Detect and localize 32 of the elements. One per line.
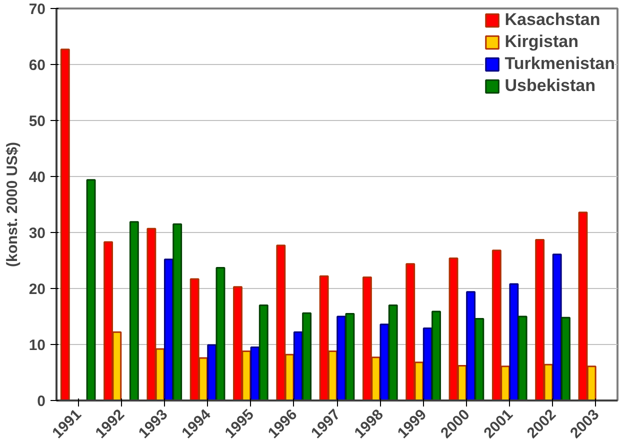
bar <box>129 221 139 400</box>
bar <box>258 304 268 400</box>
bar <box>552 254 562 400</box>
y-tick-label: 40 <box>28 169 46 186</box>
bar <box>388 304 398 400</box>
bar <box>380 324 390 400</box>
y-tick-label: 50 <box>28 113 46 130</box>
legend-label: Usbekistan <box>504 76 596 96</box>
bar <box>518 316 528 400</box>
legend-label: Turkmenistan <box>504 54 615 74</box>
bar <box>172 223 182 400</box>
y-tick-label: 60 <box>28 57 46 74</box>
bar <box>560 316 570 400</box>
bar <box>474 318 484 400</box>
y-tick-label: 0 <box>37 393 46 410</box>
bar <box>432 310 441 400</box>
bar <box>207 344 217 400</box>
bar <box>302 312 312 400</box>
legend-label: Kirgistan <box>504 32 578 52</box>
y-tick-label: 30 <box>28 225 46 242</box>
bar <box>164 258 174 400</box>
legend-label: Kasachstan <box>504 10 600 30</box>
bar <box>60 48 70 400</box>
y-axis-title: (konst. 2000 US$) <box>4 142 21 268</box>
y-tick-label: 70 <box>28 1 46 18</box>
bar <box>86 179 96 400</box>
y-tick-label: 20 <box>28 281 46 298</box>
y-tick-label: 10 <box>28 337 46 354</box>
bar <box>345 312 355 400</box>
bar <box>466 291 476 400</box>
bar <box>216 267 226 400</box>
bar <box>509 283 519 400</box>
